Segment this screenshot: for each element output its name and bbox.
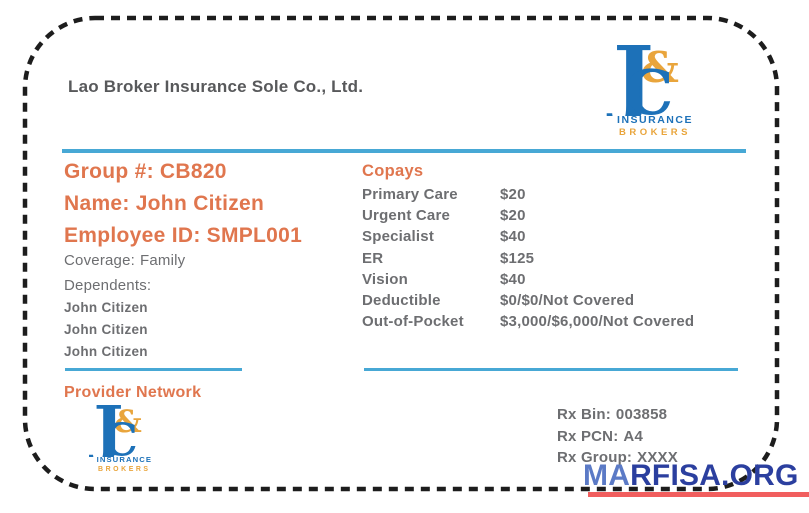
employee-id-label: Employee ID:: [64, 224, 201, 247]
watermark-text-light: MA: [583, 459, 631, 492]
table-row: Urgent Care $20: [362, 207, 722, 228]
dependents-label: Dependents:: [64, 277, 152, 294]
watermark-text-dark: RFISA.ORG: [630, 459, 799, 492]
copay-value: $0/$0/Not Covered: [500, 291, 635, 309]
copay-label: Specialist: [362, 228, 435, 246]
company-name: Lao Broker Insurance Sole Co., Ltd.: [68, 77, 364, 96]
dependent-name: John Citizen: [64, 300, 148, 315]
table-row: Vision $40: [362, 271, 722, 292]
copay-label: Primary Care: [362, 186, 458, 203]
copay-label: Out-of-Pocket: [362, 313, 464, 331]
rx-pcn-line: Rx PCN: A4: [557, 428, 678, 450]
logo-letter-j: J: [606, 38, 654, 116]
group-number-label: Group #:: [64, 160, 154, 183]
copay-label: Vision: [362, 270, 408, 288]
copay-value: $125: [500, 249, 535, 267]
table-row: ER $125: [362, 250, 722, 271]
jc-logo-header: J & C INSURANCE BROKERS: [597, 38, 713, 138]
coverage-value: Family: [140, 252, 186, 269]
copay-value: $20: [500, 186, 526, 203]
header-divider: [62, 149, 746, 153]
rx-group-line: Rx Group: XXXX: [557, 449, 678, 471]
coverage-label: Coverage:: [64, 252, 136, 269]
group-number-value: CB820: [159, 160, 227, 183]
footer-divider-right: [364, 368, 738, 371]
copay-value: $20: [500, 207, 526, 225]
copays-table: Primary Care $20 Urgent Care $20 Special…: [362, 186, 722, 334]
rx-bin-value: 003858: [615, 406, 668, 423]
logo-ampersand-icon: &: [641, 43, 679, 92]
rx-group-label: Rx Group:: [557, 449, 633, 467]
table-row: Deductible $0/$0/Not Covered: [362, 292, 722, 313]
logo-word-brokers: BROKERS: [98, 464, 151, 473]
rx-info-block: Rx Bin: 003858 Rx PCN: A4 Rx Group: XXXX: [557, 406, 678, 471]
employee-id-line: Employee ID: SMPL001: [64, 224, 302, 248]
logo-letter-c: C: [624, 56, 673, 116]
employee-id-value: SMPL001: [206, 224, 303, 247]
table-row: Primary Care $20: [362, 186, 722, 207]
member-name-line: Name: John Citizen: [64, 192, 264, 216]
jc-monogram: J & C: [89, 400, 142, 457]
marfisa-watermark: MARFISA.ORG: [583, 459, 809, 497]
copay-label: Deductible: [362, 291, 441, 309]
dependent-name: John Citizen: [64, 344, 148, 359]
logo-word-brokers: BROKERS: [618, 127, 691, 138]
footer-divider-left: [65, 368, 242, 371]
table-row: Specialist $40: [362, 228, 722, 249]
dependent-name: John Citizen: [64, 322, 148, 337]
rx-bin-label: Rx Bin:: [557, 406, 611, 423]
rx-bin-line: Rx Bin: 003858: [557, 406, 678, 428]
rx-pcn-label: Rx PCN:: [557, 427, 619, 445]
copays-title: Copays: [362, 162, 424, 180]
jc-logo-provider: J & C INSURANCE BROKERS: [82, 400, 167, 473]
copay-label: Urgent Care: [362, 207, 451, 225]
rx-group-value: XXXX: [637, 449, 678, 467]
table-row: Out-of-Pocket $3,000/$6,000/Not Covered: [362, 313, 722, 334]
logo-word-insurance: INSURANCE: [96, 455, 153, 465]
jc-monogram: J & C: [606, 38, 679, 116]
member-name-label: Name:: [64, 192, 130, 215]
logo-letter-j: J: [89, 400, 124, 457]
coverage-line: Coverage: Family: [64, 252, 185, 269]
logo-letter-c: C: [102, 413, 138, 456]
logo-ampersand-icon: &: [114, 404, 142, 440]
member-name-value: John Citizen: [135, 192, 265, 215]
copay-value: $40: [500, 270, 526, 288]
provider-network-title: Provider Network: [64, 384, 202, 401]
logo-word-insurance: INSURANCE: [617, 114, 693, 126]
copay-value: $3,000/$6,000/Not Covered: [500, 313, 695, 331]
copay-value: $40: [500, 228, 526, 246]
copay-label: ER: [362, 249, 384, 267]
group-number-line: Group #: CB820: [64, 160, 227, 184]
rx-pcn-value: A4: [623, 427, 643, 445]
watermark-underline: [588, 492, 809, 497]
